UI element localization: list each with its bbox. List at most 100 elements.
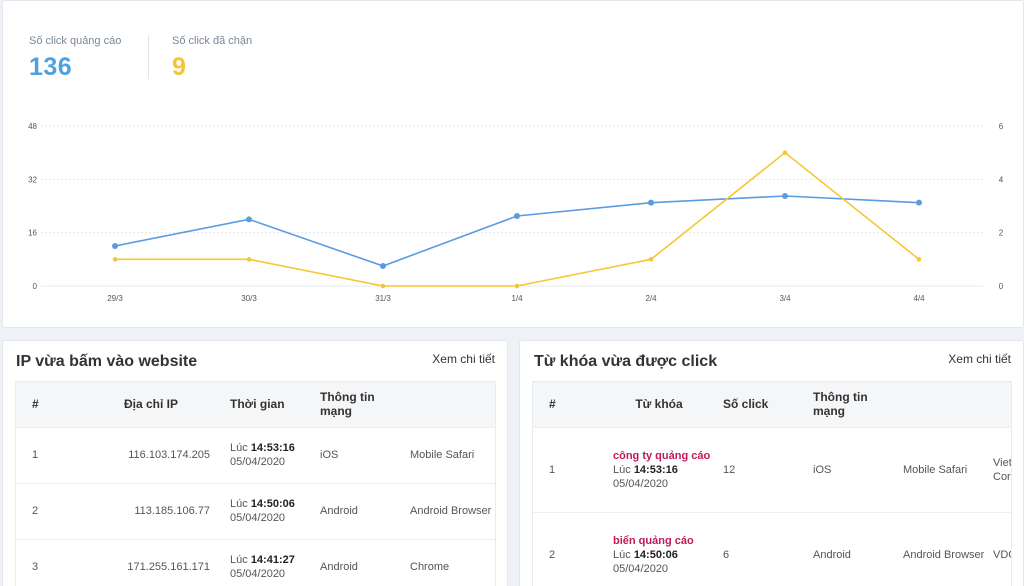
network-browser: Mobile Safari <box>406 426 495 483</box>
table-header-row: # Địa chỉ IP Thời gian Thông tin mạng <box>16 382 495 427</box>
click-count: 6 <box>719 511 809 586</box>
series-point-1 <box>916 257 922 262</box>
col-header-isp <box>989 382 1011 427</box>
recent-keyword-view-details-link[interactable]: Xem chi tiết <box>948 352 1011 366</box>
table-row: 2 113.185.106.77 Lúc 14:50:06 05/04/2020 And… <box>16 482 495 539</box>
ad-clicks-stat: Số click quảng cáo 136 <box>29 35 121 82</box>
stat-divider <box>148 35 149 79</box>
series-point-1 <box>782 150 788 155</box>
network-os: iOS <box>809 426 899 512</box>
network-os: Android <box>809 511 899 586</box>
network-isp: VDC <box>989 511 1011 586</box>
time-value: 14:50:06 <box>633 548 678 561</box>
series-point-1 <box>380 283 386 289</box>
date-value: 05/04/2020 <box>230 456 286 468</box>
table-row: 1 116.103.174.205 Lúc 14:53:16 05/04/2020 iO… <box>16 426 495 483</box>
y-right-tick-label: 4 <box>999 175 1004 184</box>
series-point-0 <box>380 263 386 269</box>
click-time: Lúc 14:41:27 05/04/2020 <box>226 538 316 586</box>
recent-keyword-title: Từ khóa vừa được click <box>534 353 718 370</box>
ip-address: 113.185.106.77 <box>76 482 226 539</box>
time-prefix: Lúc <box>613 463 631 476</box>
col-header-browser <box>406 382 495 427</box>
row-index: 2 <box>16 482 76 539</box>
table-row: 3 171.255.161.171 Lúc 14:41:27 05/04/2020 An… <box>16 538 495 586</box>
network-os: Android <box>316 538 406 586</box>
x-tick-label: 2/4 <box>645 294 657 303</box>
series-point-1 <box>112 257 118 262</box>
time-value: 14:53:16 <box>633 463 678 476</box>
x-tick-label: 30/3 <box>241 294 257 303</box>
recent-keyword-table-wrap: # Từ khóa Số click Thông tin mạng 1 công … <box>532 381 1012 586</box>
row-index: 2 <box>533 511 599 586</box>
time-prefix: Lúc <box>230 498 248 510</box>
col-header-keyword: Từ khóa <box>599 382 719 427</box>
time-value: 14:41:27 <box>250 554 295 567</box>
col-header-network: Thông tin mạng <box>809 382 899 427</box>
click-time: Lúc 14:53:16 05/04/2020 <box>226 426 316 483</box>
date-value: 05/04/2020 <box>613 562 669 575</box>
keyword-text: biển quảng cáo <box>613 534 694 547</box>
time-value: 14:53:16 <box>250 442 295 454</box>
click-count: 12 <box>719 426 809 512</box>
recent-ip-view-details-link[interactable]: Xem chi tiết <box>432 352 495 366</box>
y-left-tick-label: 32 <box>28 175 37 184</box>
ip-address: 116.103.174.205 <box>76 426 226 483</box>
col-header-browser <box>899 382 989 427</box>
network-os: Android <box>316 482 406 539</box>
table-row: 2 biển quảng cáo Lúc 14:50:06 05/04/2020 6 An… <box>533 511 1011 586</box>
series-point-1 <box>514 283 520 289</box>
date-value: 05/04/2020 <box>230 568 286 581</box>
series-point-0 <box>514 213 520 219</box>
time-prefix: Lúc <box>230 442 248 454</box>
x-tick-label: 29/3 <box>107 294 123 303</box>
table-row: 1 công ty quảng cáo Lúc 14:53:16 05/04/2020… <box>533 426 1011 512</box>
y-left-tick-label: 16 <box>28 229 37 238</box>
series-point-0 <box>648 199 654 206</box>
stats-card: Số click quảng cáo 136 Số click đã chặn … <box>2 0 1024 328</box>
col-header-network: Thông tin mạng <box>316 382 406 427</box>
network-browser: Android Browser <box>899 511 989 586</box>
keyword-cell: biển quảng cáo Lúc 14:50:06 05/04/2020 <box>599 511 719 586</box>
col-header-ip: Địa chỉ IP <box>76 382 226 427</box>
y-right-tick-label: 0 <box>999 282 1004 291</box>
y-right-tick-label: 2 <box>999 229 1004 238</box>
row-index: 1 <box>533 426 599 512</box>
series-point-0 <box>782 193 788 199</box>
recent-ip-title: IP vừa bấm vào website <box>16 353 198 370</box>
row-index: 1 <box>16 426 76 483</box>
y-left-tick-label: 48 <box>28 122 37 131</box>
date-value: 05/04/2020 <box>230 512 286 524</box>
keyword-text: công ty quảng cáo <box>613 449 711 462</box>
series-line-1 <box>115 151 920 287</box>
time-prefix: Lúc <box>230 554 248 567</box>
series-point-0 <box>112 243 118 249</box>
blocked-clicks-value: 9 <box>172 53 187 81</box>
date-value: 05/04/2020 <box>613 477 669 490</box>
col-header-index: # <box>533 382 599 427</box>
col-header-time: Thời gian <box>226 382 316 427</box>
ad-clicks-label: Số click quảng cáo <box>29 35 122 47</box>
y-left-tick-label: 0 <box>33 282 38 291</box>
x-tick-label: 3/4 <box>779 294 791 303</box>
series-point-0 <box>916 199 922 206</box>
time-prefix: Lúc <box>613 548 631 561</box>
blocked-clicks-label: Số click đã chặn <box>172 35 253 47</box>
click-time: Lúc 14:50:06 05/04/2020 <box>226 482 316 539</box>
table-header-row: # Từ khóa Số click Thông tin mạng <box>533 382 1011 427</box>
blocked-clicks-stat: Số click đã chặn 9 <box>172 35 252 82</box>
clicks-line-chart: 0 16 32 48 0 2 4 6 29/3 30/3 31/3 1/4 2/4 3/4 4/4 <box>28 122 1004 303</box>
col-header-index: # <box>16 382 76 427</box>
recent-keyword-table: # Từ khóa Số click Thông tin mạng 1 công … <box>533 382 1011 586</box>
x-tick-label: 4/4 <box>913 294 925 303</box>
ip-address: 171.255.161.171 <box>76 538 226 586</box>
series-point-0 <box>246 216 252 223</box>
network-os: iOS <box>316 426 406 483</box>
x-tick-label: 1/4 <box>511 294 523 303</box>
series-point-1 <box>648 257 654 262</box>
recent-ip-panel: IP vừa bấm vào website Xem chi tiết # Đị… <box>2 340 508 586</box>
ad-clicks-value: 136 <box>29 53 73 81</box>
x-tick-label: 31/3 <box>375 294 391 303</box>
